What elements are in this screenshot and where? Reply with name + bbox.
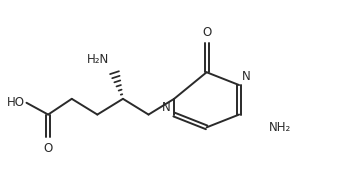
Text: O: O (44, 142, 53, 155)
Text: N: N (242, 70, 251, 83)
Text: HO: HO (7, 96, 25, 109)
Text: O: O (202, 26, 211, 39)
Text: H₂N: H₂N (87, 53, 109, 66)
Text: NH₂: NH₂ (269, 121, 291, 134)
Text: N: N (162, 101, 170, 114)
